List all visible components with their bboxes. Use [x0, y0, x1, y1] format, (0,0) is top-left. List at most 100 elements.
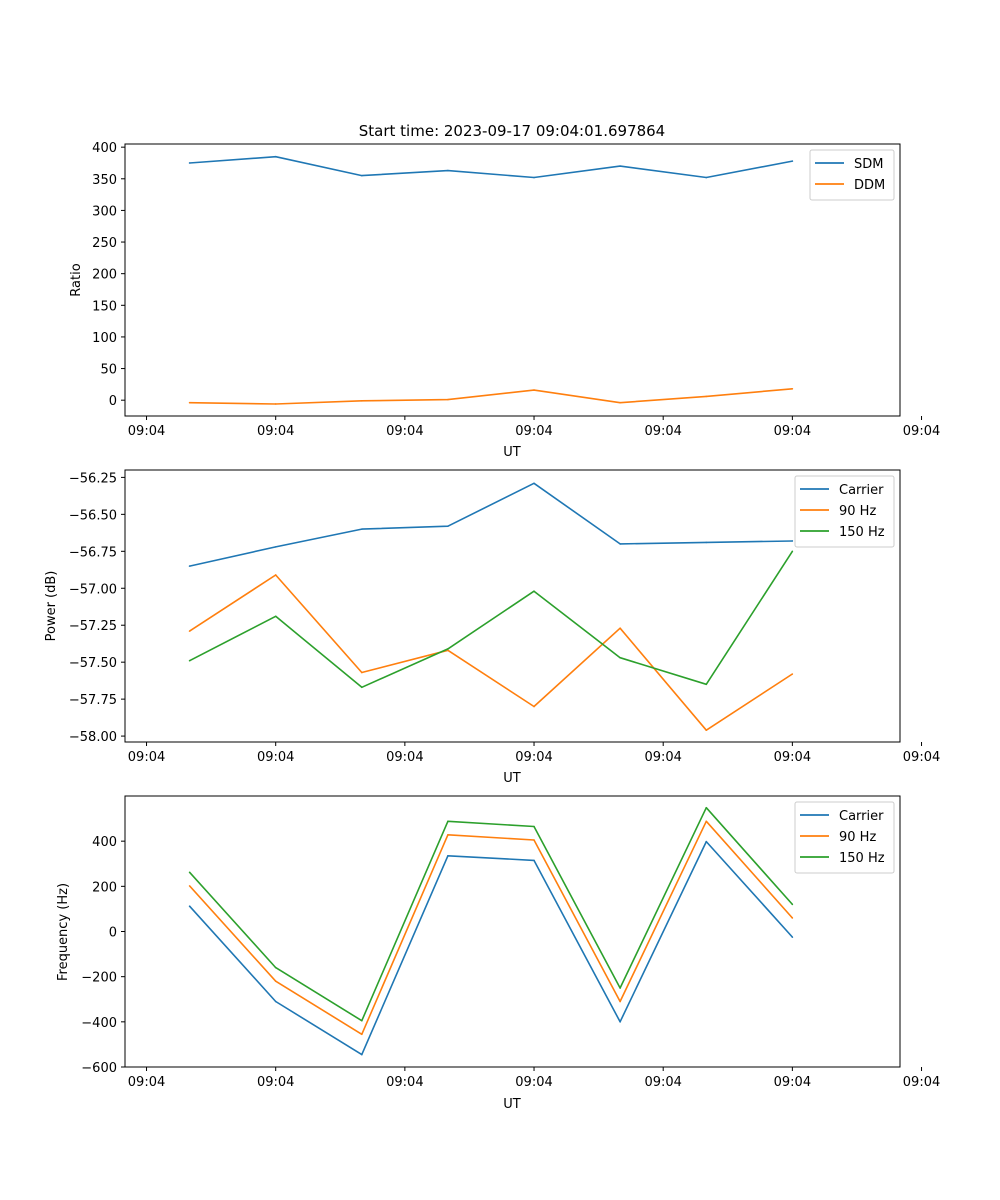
frequency-series-carrier-point	[274, 1000, 277, 1003]
power-series-150-hz-point	[705, 683, 708, 686]
power-series-90-hz-point	[705, 729, 708, 731]
power-legend-label: Carrier	[839, 483, 884, 498]
ratio-y-tick-label: 0	[109, 394, 117, 409]
frequency-series-carrier-point	[705, 840, 708, 843]
ratio-legend: SDM DDM	[809, 149, 895, 201]
ratio-y-tick-label: 300	[92, 204, 117, 219]
frequency-series-150-hz-point	[619, 987, 621, 989]
frequency-panel: 09:04 09:04 09:04 09:04 09:04 09:04 09:04 −600 −…	[56, 795, 940, 1112]
ratio-x-tick-label: 09:04	[774, 424, 811, 439]
frequency-x-tick-label: 09:04	[128, 1075, 165, 1090]
frequency-legend-label: 90 Hz	[839, 830, 876, 845]
ratio-y-axis-label: Ratio	[69, 263, 84, 296]
frequency-series-carrier-point	[619, 1021, 621, 1023]
ratio-series-ddm-line	[189, 388, 793, 405]
ratio-y-tick-label: 100	[92, 331, 117, 346]
power-y-tick-label: −57.75	[69, 693, 117, 708]
power-series-90-hz-point	[533, 705, 535, 708]
power-series-150-hz-point	[619, 656, 621, 659]
power-series-90-hz-point	[791, 673, 794, 675]
power-series-carrier-point	[619, 543, 621, 545]
power-series-carrier-point	[188, 565, 191, 567]
ratio-series-sdm-point	[361, 174, 363, 177]
power-y-tick-label: −57.50	[69, 656, 117, 671]
frequency-plot-area: 09:04 09:04 09:04 09:04 09:04 09:04 09:04 −600 −…	[81, 801, 940, 1090]
ratio-y-tick-label: 250	[92, 236, 117, 251]
power-y-tick-label: −57.00	[69, 582, 117, 597]
power-panel: 09:04 09:04 09:04 09:04 09:04 09:04 09:04 −58.0…	[44, 469, 940, 786]
power-series-150-hz-line	[189, 550, 794, 689]
power-y-tick-label: −58.00	[69, 730, 117, 745]
ratio-series-sdm-point	[791, 160, 794, 162]
power-series-carrier-point	[447, 525, 449, 527]
frequency-y-tick-label: −200	[81, 971, 117, 986]
frequency-series-carrier-point	[533, 859, 535, 862]
frequency-series-90-hz-point	[274, 980, 277, 982]
ratio-series-sdm-point	[188, 162, 191, 164]
power-x-tick-label: 09:04	[903, 750, 940, 765]
power-y-axis-label: Power (dB)	[44, 571, 59, 642]
power-x-axis-label: UT	[503, 771, 521, 786]
frequency-y-tick-label: −600	[81, 1061, 117, 1076]
power-legend-label: 90 Hz	[839, 504, 876, 519]
frequency-series-carrier-line	[189, 840, 793, 1056]
ratio-series-ddm-point	[619, 401, 621, 404]
frequency-x-tick-label: 09:04	[257, 1075, 294, 1090]
frequency-y-tick-label: −400	[81, 1016, 117, 1031]
power-plot-area: 09:04 09:04 09:04 09:04 09:04 09:04 09:04 −58.0…	[69, 471, 940, 765]
power-series-150-hz-point	[274, 615, 277, 618]
frequency-series-150-hz-point	[361, 1019, 363, 1022]
ratio-x-tick-label: 09:04	[644, 424, 681, 439]
frequency-legend-label: 150 Hz	[839, 851, 885, 866]
frequency-series-90-hz-point	[447, 834, 449, 836]
frequency-series-carrier-point	[447, 855, 449, 857]
ratio-x-tick-label: 09:04	[515, 424, 552, 439]
power-x-tick-label: 09:04	[257, 750, 294, 765]
frequency-axes-frame	[124, 795, 901, 1068]
power-series-90-hz-point	[619, 627, 621, 629]
ratio-series-sdm-point	[619, 165, 621, 167]
ratio-x-tick-label: 09:04	[386, 424, 423, 439]
power-y-tick-label: −57.25	[69, 619, 117, 634]
ratio-y-tick-label: 150	[92, 299, 117, 314]
chart-title: Start time: 2023-09-17 09:04:01.697864	[359, 122, 665, 140]
power-series-carrier-point	[274, 546, 277, 548]
ratio-x-axis-label: UT	[503, 445, 521, 460]
power-series-90-hz-line	[189, 574, 793, 732]
ratio-y-tick-label: 350	[92, 173, 117, 188]
frequency-y-tick-label: 400	[92, 835, 117, 850]
frequency-x-tick-label: 09:04	[386, 1075, 423, 1090]
power-series-150-hz-point	[533, 590, 535, 593]
ratio-series-ddm-point	[791, 388, 794, 390]
ratio-y-tick-label: 50	[100, 363, 117, 378]
power-series-90-hz-point	[447, 649, 449, 652]
frequency-series-150-hz-point	[705, 806, 708, 809]
frequency-legend: Carrier 90 Hz 150 Hz	[794, 801, 895, 874]
power-series-carrier-line	[189, 482, 793, 567]
power-series-90-hz-point	[188, 630, 191, 632]
frequency-x-tick-label: 09:04	[644, 1075, 681, 1090]
power-series-carrier-point	[791, 540, 794, 542]
ratio-x-tick-label: 09:04	[257, 424, 294, 439]
ratio-series-ddm-point	[447, 398, 449, 401]
frequency-series-90-hz-point	[361, 1033, 363, 1036]
power-legend-label: 150 Hz	[839, 525, 885, 540]
ratio-legend-label: DDM	[854, 178, 885, 193]
power-series-90-hz-point	[361, 671, 363, 674]
frequency-x-axis-label: UT	[503, 1097, 521, 1112]
ratio-y-tick-label: 400	[92, 141, 117, 156]
frequency-y-tick-label: 200	[92, 880, 117, 895]
frequency-x-tick-label: 09:04	[515, 1075, 552, 1090]
frequency-series-90-hz-point	[791, 917, 794, 919]
ratio-axes-frame	[124, 143, 901, 417]
power-series-carrier-point	[705, 541, 708, 544]
ratio-series-ddm-point	[274, 403, 277, 405]
frequency-legend-label: Carrier	[839, 809, 884, 824]
power-y-tick-label: −56.25	[69, 471, 117, 486]
frequency-series-90-hz-point	[619, 1000, 621, 1003]
power-x-tick-label: 09:04	[386, 750, 423, 765]
frequency-y-axis-label: Frequency (Hz)	[56, 883, 71, 981]
frequency-series-90-hz-line	[189, 820, 793, 1036]
power-y-tick-label: −56.50	[69, 508, 117, 523]
ratio-series-ddm-point	[188, 401, 191, 404]
